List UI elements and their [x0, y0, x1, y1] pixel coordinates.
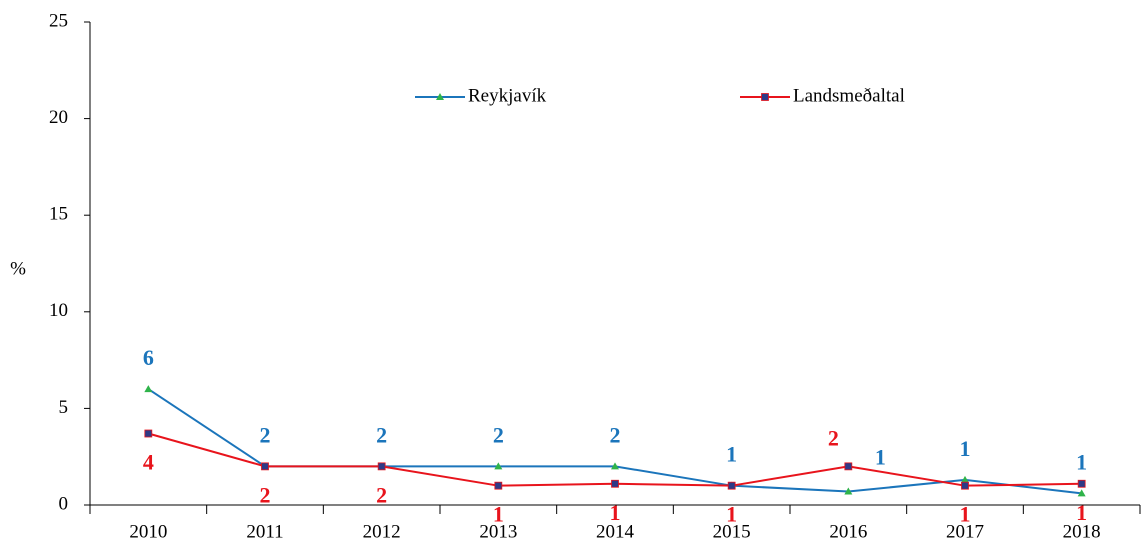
y-tick-label: 20 — [49, 107, 68, 128]
x-tick-label: 2011 — [246, 521, 283, 542]
marker — [144, 385, 153, 393]
marker — [727, 481, 736, 490]
marker — [494, 462, 503, 470]
x-tick-label: 2013 — [479, 521, 517, 542]
data-label: 1 — [726, 442, 737, 467]
y-tick-label: 15 — [49, 204, 68, 225]
data-label: 1 — [1076, 449, 1087, 474]
x-tick-label: 2017 — [946, 521, 984, 542]
x-tick-label: 2018 — [1063, 521, 1101, 542]
y-tick-label: 10 — [49, 300, 68, 321]
data-label: 2 — [260, 422, 271, 447]
marker — [494, 481, 503, 490]
data-label: 2 — [260, 482, 271, 507]
marker — [377, 462, 386, 471]
legend-marker — [761, 93, 769, 101]
data-label: 2 — [828, 425, 839, 450]
data-label: 1 — [960, 436, 971, 461]
x-tick-label: 2014 — [596, 521, 635, 542]
marker — [611, 462, 619, 470]
marker — [261, 462, 269, 471]
data-label: 2 — [610, 422, 621, 447]
marker — [844, 462, 853, 471]
marker — [1077, 479, 1086, 488]
data-label: 1 — [960, 502, 971, 527]
legend-label: Reykjavík — [468, 85, 547, 106]
x-tick-label: 2010 — [129, 521, 167, 542]
marker — [144, 429, 153, 438]
x-tick-label: 2012 — [363, 521, 401, 542]
y-tick-label: 5 — [59, 397, 69, 418]
data-label: 1 — [610, 500, 621, 525]
marker — [1077, 489, 1086, 497]
data-label: 2 — [493, 422, 504, 447]
y-axis-label: % — [10, 258, 26, 279]
marker — [844, 487, 853, 495]
data-label: 1 — [726, 502, 737, 527]
y-tick-label: 25 — [49, 10, 68, 31]
data-label: 4 — [143, 450, 154, 475]
marker — [961, 481, 969, 490]
x-tick-label: 2015 — [713, 521, 751, 542]
marker — [961, 475, 969, 483]
data-label: 1 — [493, 502, 504, 527]
data-label: 1 — [875, 445, 886, 470]
legend-marker — [436, 93, 444, 100]
x-tick-label: 2016 — [829, 521, 867, 542]
data-label: 2 — [376, 482, 387, 507]
marker — [611, 479, 619, 488]
data-label: 2 — [376, 422, 387, 447]
y-tick-label: 0 — [59, 493, 69, 514]
legend-label: Landsmeðaltal — [793, 85, 905, 106]
data-label: 1 — [1076, 500, 1087, 525]
data-label: 6 — [143, 345, 154, 370]
